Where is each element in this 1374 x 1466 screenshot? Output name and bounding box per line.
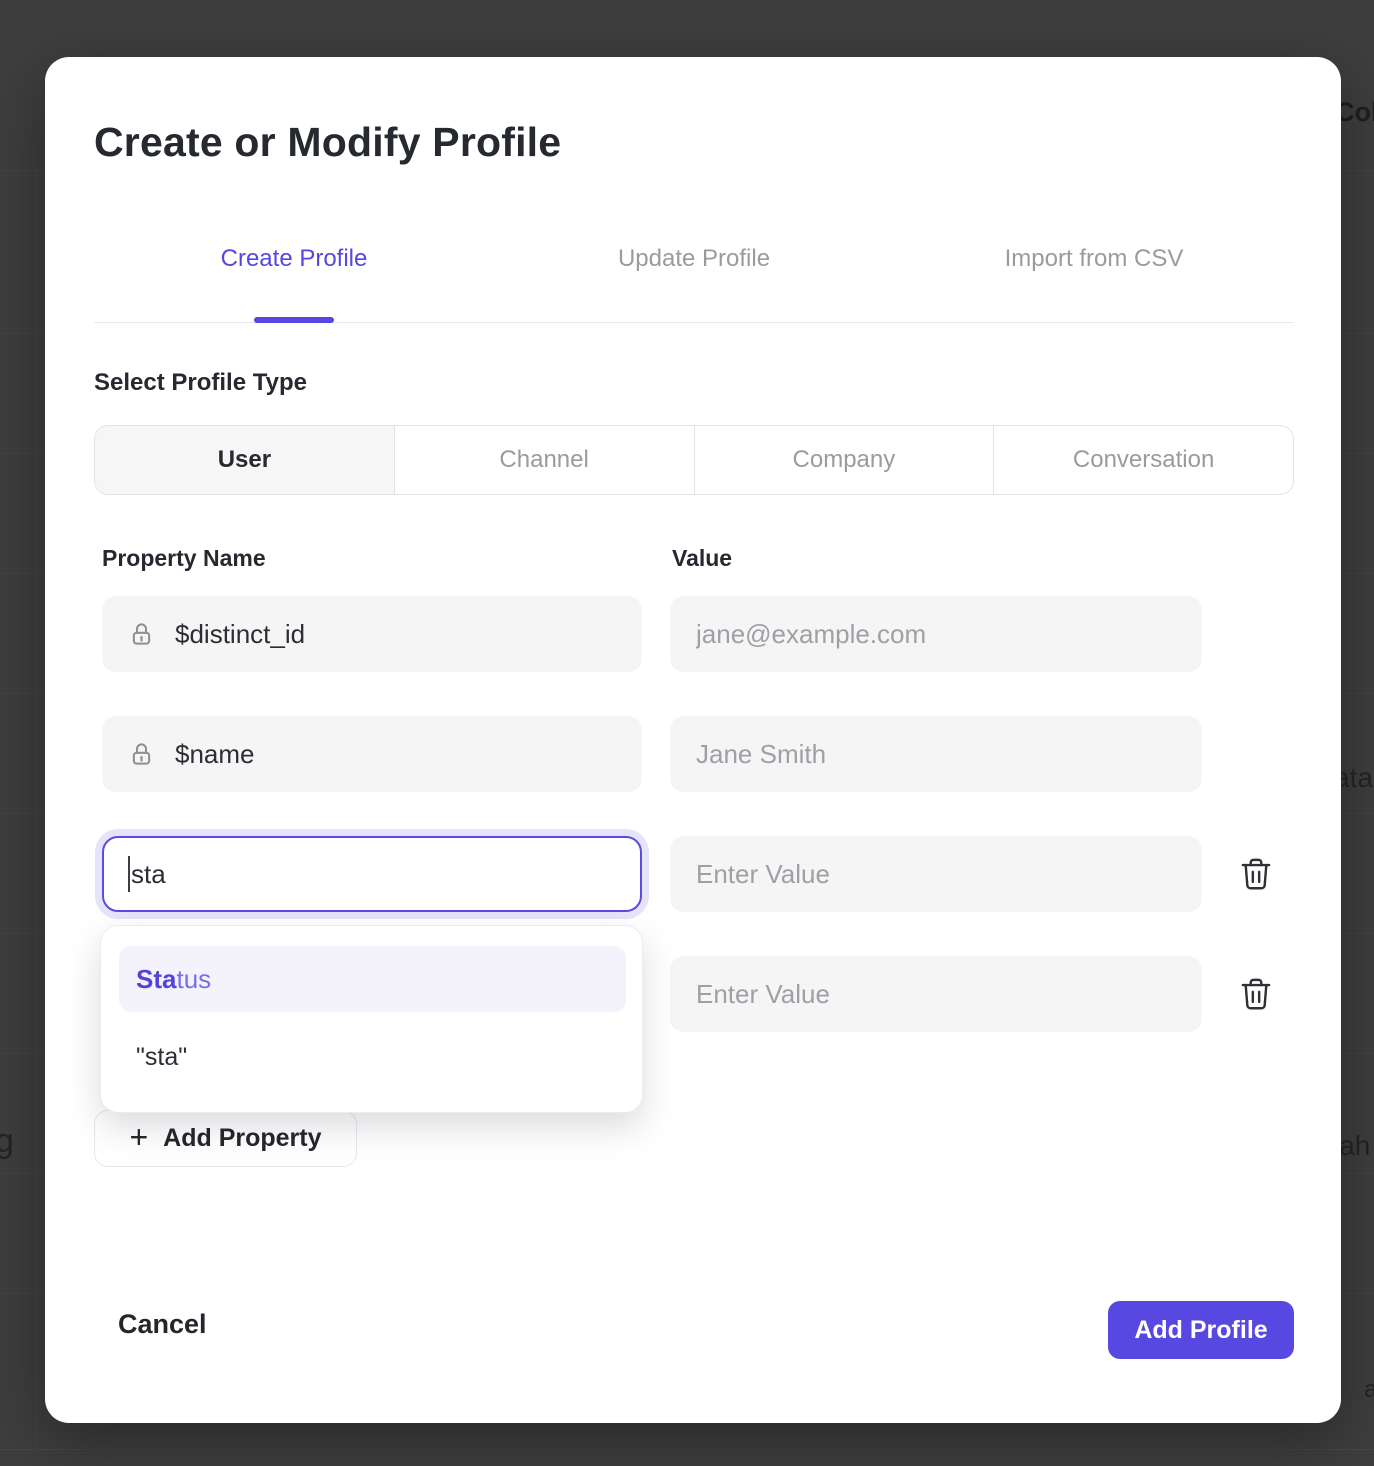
value-field-wrap xyxy=(670,836,1202,912)
value-input-row4[interactable] xyxy=(670,956,1202,1032)
tab-update-profile[interactable]: Update Profile xyxy=(617,245,771,272)
select-profile-type-label: Select Profile Type xyxy=(94,369,307,396)
property-name-text: $name xyxy=(175,738,255,769)
value-input-name[interactable] xyxy=(670,716,1202,792)
profile-type-segmented-control: User Channel Company Conversation xyxy=(94,425,1294,495)
value-field-wrap xyxy=(670,716,1202,792)
property-name-field-name: $name xyxy=(102,716,642,792)
autocomplete-option-status[interactable]: Sta tus xyxy=(119,946,626,1012)
delete-row-button[interactable] xyxy=(1236,855,1276,895)
property-name-field-distinct-id: $distinct_id xyxy=(102,596,642,672)
property-autocomplete-dropdown: Sta tus "sta" xyxy=(100,925,643,1113)
value-input-distinct-id[interactable] xyxy=(670,596,1202,672)
property-name-field-focused xyxy=(102,836,642,912)
bg-table-row-divider xyxy=(0,1449,1374,1450)
add-profile-button[interactable]: Add Profile xyxy=(1108,1301,1294,1359)
autocomplete-match-text: Sta xyxy=(136,963,177,994)
profile-type-conversation[interactable]: Conversation xyxy=(993,426,1293,494)
autocomplete-rest-text: tus xyxy=(176,963,212,994)
trash-icon xyxy=(1237,978,1275,1016)
value-field-wrap xyxy=(670,956,1202,1032)
property-name-header: Property Name xyxy=(102,545,266,571)
delete-row-button[interactable] xyxy=(1236,975,1276,1015)
lock-icon xyxy=(128,621,155,648)
dialog-tabs: Create Profile Update Profile Import fro… xyxy=(94,245,1294,273)
trash-icon xyxy=(1237,858,1275,896)
plus-icon: + xyxy=(129,1118,149,1155)
add-property-button[interactable]: + Add Property xyxy=(94,1110,357,1167)
value-field-wrap xyxy=(670,596,1202,672)
profile-type-user[interactable]: User xyxy=(95,426,394,494)
tab-import-from-csv[interactable]: Import from CSV xyxy=(1004,245,1184,272)
bg-partial-text-columns: Col xyxy=(1335,97,1374,127)
bg-partial-text: g xyxy=(0,1122,14,1160)
profile-type-channel[interactable]: Channel xyxy=(393,426,694,494)
profile-type-company[interactable]: Company xyxy=(693,426,994,494)
cancel-button[interactable]: Cancel xyxy=(118,1309,207,1339)
bg-table-column-divider xyxy=(36,170,37,1449)
value-header: Value xyxy=(672,545,733,571)
tab-divider xyxy=(94,322,1294,323)
bg-partial-text: a xyxy=(1364,1376,1374,1403)
create-or-modify-profile-dialog: Create or Modify Profile Create Profile … xyxy=(45,57,1341,1423)
lock-icon xyxy=(128,741,155,768)
tab-create-profile[interactable]: Create Profile xyxy=(220,245,368,272)
autocomplete-option-literal[interactable]: "sta" xyxy=(136,1042,188,1071)
add-property-label: Add Property xyxy=(163,1124,322,1152)
text-cursor xyxy=(128,856,130,892)
active-tab-underline xyxy=(254,317,334,323)
property-name-input-active[interactable] xyxy=(131,858,571,890)
value-input-row3[interactable] xyxy=(670,836,1202,912)
dialog-title: Create or Modify Profile xyxy=(94,119,562,165)
property-name-text: $distinct_id xyxy=(175,618,306,649)
